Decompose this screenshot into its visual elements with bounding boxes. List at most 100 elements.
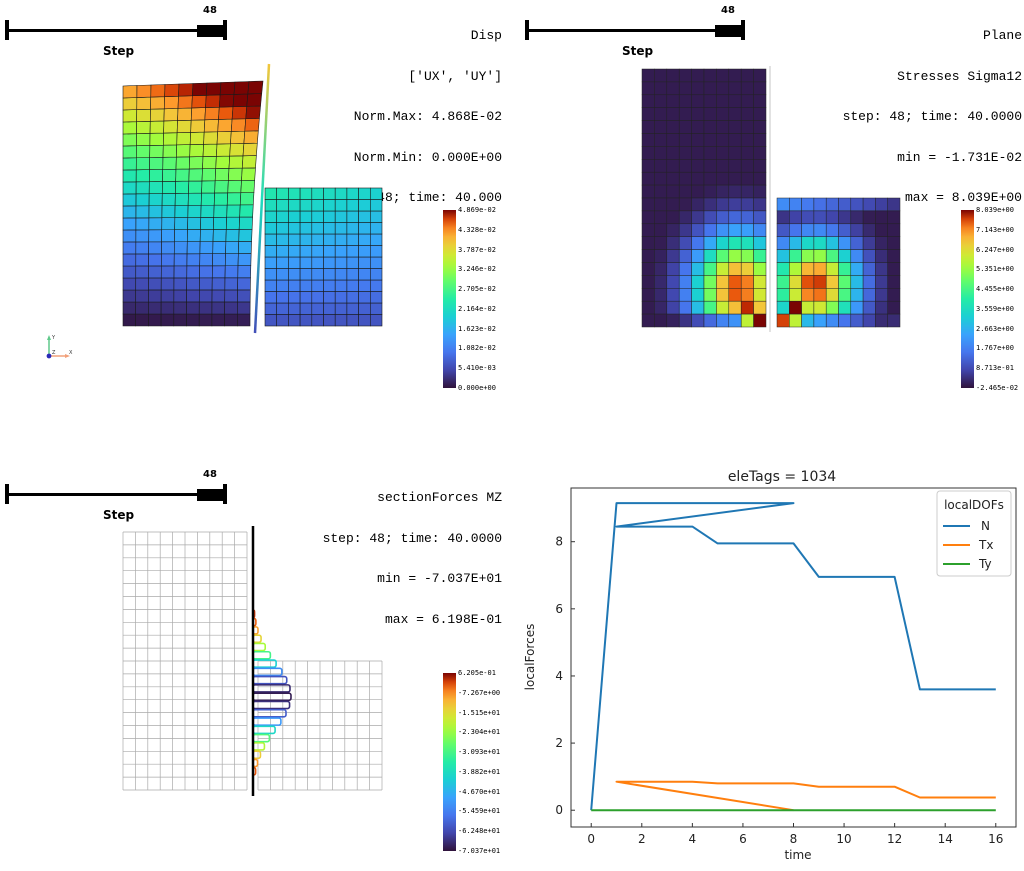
mesh-cell (666, 275, 680, 289)
mesh-cell (264, 210, 277, 223)
slider-handle[interactable] (197, 25, 223, 37)
mesh-cell (162, 132, 178, 146)
x-tick-label: 6 (739, 832, 747, 846)
mesh-cell (264, 302, 277, 315)
mesh-cell (187, 204, 202, 218)
mesh-cell (198, 313, 213, 327)
x-tick-label: 4 (689, 832, 697, 846)
mesh-cell (716, 223, 730, 237)
mesh-cell (149, 156, 164, 170)
mesh-cell (678, 107, 692, 121)
mesh-cell (122, 145, 137, 159)
mesh-cell (753, 107, 767, 121)
mesh-cell (666, 313, 680, 328)
mesh-cell (753, 262, 767, 276)
mesh-cell (850, 249, 864, 263)
mesh-cell (838, 313, 852, 328)
mesh-cell (801, 197, 815, 212)
mesh-cell (358, 245, 371, 258)
mesh-cell (801, 210, 815, 225)
mesh-cell (231, 106, 248, 120)
mesh-cell (716, 146, 730, 160)
mesh-cell (678, 159, 692, 173)
slider-handle[interactable] (197, 489, 223, 501)
mesh-cell (311, 199, 324, 212)
mesh-cell (199, 241, 214, 255)
mesh-cell (136, 145, 151, 159)
slider-track[interactable] (527, 29, 742, 32)
mesh-cell (728, 313, 742, 328)
mesh-cell (238, 216, 253, 230)
mesh-cell (288, 256, 301, 269)
series-line-tx (615, 780, 996, 812)
mesh-cell (654, 171, 668, 186)
mesh-cell (311, 279, 324, 292)
mesh-cell (691, 171, 705, 186)
step-slider[interactable]: 48 (525, 5, 750, 44)
info-title: Disp (470, 28, 502, 43)
mesh-cell (850, 275, 864, 289)
mesh-cell (244, 118, 260, 132)
mesh-cell (691, 223, 705, 237)
mesh-cell (186, 241, 201, 255)
mesh-cell (666, 262, 680, 276)
mesh-cell (358, 187, 371, 200)
info-components: ['UX', 'UY'] (408, 68, 502, 84)
mesh-cell (850, 197, 864, 212)
step-slider[interactable]: 48 (5, 5, 230, 44)
mesh-cell (850, 300, 864, 315)
mesh-cell (237, 277, 251, 291)
colorbar-tick-label: -6.248e+01 (458, 827, 501, 836)
mesh-cell (226, 204, 241, 218)
mesh-cell (276, 268, 289, 281)
slider-track[interactable] (7, 29, 227, 32)
mesh-cell (369, 199, 383, 212)
mesh-cell (703, 107, 717, 121)
colorbar-tick-label: 4.455e+00 (976, 285, 1014, 294)
mesh-cell (214, 168, 230, 182)
mesh-cell (148, 217, 163, 231)
mesh-cell (678, 210, 692, 225)
mesh-cell (776, 210, 790, 225)
mesh-cell (218, 94, 235, 108)
mesh-cell (334, 245, 348, 258)
slider-handle[interactable] (715, 25, 741, 37)
stress-mesh (641, 66, 901, 332)
mesh-cell (654, 159, 668, 173)
mesh-cell (369, 233, 383, 246)
mesh-cell (703, 249, 717, 263)
mesh-cell (703, 300, 717, 315)
mesh-cell (641, 81, 655, 96)
mesh-cell (728, 197, 742, 212)
mesh-cell (149, 144, 164, 158)
x-tick-label: 12 (887, 832, 902, 846)
mesh-cell (299, 233, 313, 246)
mesh-cell (654, 300, 668, 315)
mesh-cell (753, 249, 767, 263)
mesh-cell (740, 288, 754, 302)
x-tick-label: 10 (836, 832, 851, 846)
disp-panel: 48 Step Disp ['UX', 'UY'] Norm.Max: 4.86… (0, 0, 512, 430)
mesh-cell (666, 288, 680, 302)
mesh-cell (122, 289, 137, 303)
x-tick-label: 14 (938, 832, 953, 846)
mesh-cell (691, 288, 705, 302)
mesh-cell (177, 95, 193, 109)
slider-label: Step (103, 44, 135, 58)
mesh-cell (135, 229, 150, 243)
mesh-cell (887, 288, 901, 302)
slider-track[interactable] (7, 493, 227, 496)
step-slider[interactable]: 48 (5, 469, 230, 508)
mesh-cell (654, 249, 668, 263)
mesh-cell (641, 146, 655, 160)
mesh-cell (334, 210, 348, 223)
mesh-cell (728, 236, 742, 250)
mesh-cell (276, 233, 289, 246)
mesh-cell (678, 120, 692, 134)
mesh-cell (122, 157, 137, 171)
mesh-cell (122, 205, 137, 219)
mesh-cell (288, 199, 301, 212)
colorbar-tick-label: 5.410e-03 (458, 364, 496, 373)
mesh-cell (666, 159, 680, 173)
mesh-cell (191, 94, 207, 109)
